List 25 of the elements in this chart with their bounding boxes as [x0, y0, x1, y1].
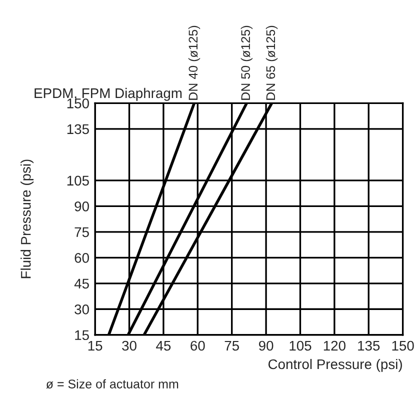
y-tick-label: 150 — [67, 98, 89, 108]
x-tick-label: 30 — [122, 340, 136, 351]
y-tick-label: 60 — [74, 252, 89, 263]
text: DN 65 (ø125) — [266, 26, 278, 100]
y-tick-label: 45 — [74, 278, 89, 289]
x-tick-label: 90 — [258, 340, 274, 351]
text: DN 40 (ø125) — [188, 26, 200, 100]
x-tick-label: 135 — [358, 340, 380, 351]
x-tick-label: 120 — [324, 340, 346, 351]
x-tick-label: 150 — [392, 340, 414, 351]
x-tick-label: 60 — [190, 340, 205, 351]
y-tick-label: 105 — [67, 176, 89, 186]
y-axis-title: Fluid Pressure (psi) — [20, 160, 34, 278]
y-tick-label: 135 — [67, 124, 89, 134]
text: DN 50 (ø125) — [240, 26, 252, 100]
y-tick-label: 30 — [74, 304, 89, 314]
text: ø = Size of actuator mm — [46, 379, 178, 389]
y-tick-label: 90 — [74, 201, 89, 212]
x-tick-label: 75 — [224, 340, 239, 351]
y-tick-label: 15 — [75, 330, 89, 340]
x-tick-label: 45 — [156, 340, 171, 351]
x-tick-label: 105 — [290, 340, 312, 351]
x-axis-title: Control Pressure (psi) — [268, 358, 402, 372]
y-tick-label: 75 — [74, 227, 89, 238]
x-tick-label: 15 — [88, 340, 102, 351]
